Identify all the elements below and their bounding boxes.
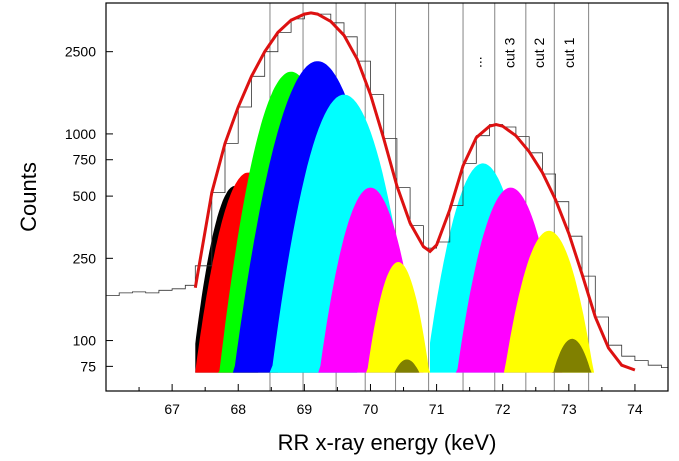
y-tick-label-500: 500 bbox=[73, 188, 97, 204]
x-tick-label-73: 73 bbox=[561, 401, 577, 417]
x-axis-title: RR x-ray energy (keV) bbox=[278, 430, 497, 455]
peak-area-7 bbox=[324, 262, 454, 373]
cut-label-3: cut 3 bbox=[501, 37, 517, 68]
x-tick-label-67: 67 bbox=[164, 401, 180, 417]
y-tick-label-2500: 2500 bbox=[65, 44, 96, 60]
peak-area-10 bbox=[463, 230, 635, 373]
peak-area-12 bbox=[344, 359, 450, 373]
cut-labels: cut 1 cut 2 cut 3... bbox=[468, 37, 577, 68]
peak-areas bbox=[195, 61, 635, 373]
x-axis-ticks: 67 68 69 70 71 72 73 74 bbox=[138, 384, 669, 417]
y-tick-label-250: 250 bbox=[73, 250, 97, 266]
cut-label-2: cut 2 bbox=[531, 37, 547, 68]
cut-label-4: ... bbox=[468, 56, 484, 68]
x-tick-label-69: 69 bbox=[297, 401, 313, 417]
cut-label-1: cut 1 bbox=[561, 37, 577, 68]
y-tick-label-100: 100 bbox=[73, 333, 97, 349]
y-tick-label-1000: 1000 bbox=[65, 126, 96, 142]
fit-curve bbox=[193, 11, 636, 372]
x-tick-label-70: 70 bbox=[363, 401, 379, 417]
y-tick-label-75: 75 bbox=[80, 358, 96, 374]
y-tick-label-750: 750 bbox=[73, 152, 97, 168]
x-tick-label-68: 68 bbox=[230, 401, 246, 417]
y-axis-title: Counts bbox=[16, 162, 41, 232]
plot-frame bbox=[105, 2, 669, 392]
x-tick-label-72: 72 bbox=[495, 401, 511, 417]
peak-area-11 bbox=[496, 338, 635, 373]
x-tick-label-71: 71 bbox=[429, 401, 445, 417]
y-axis-ticks: 75 100 250 500 750 1000 2500 bbox=[65, 44, 113, 374]
x-tick-label-74: 74 bbox=[627, 401, 643, 417]
